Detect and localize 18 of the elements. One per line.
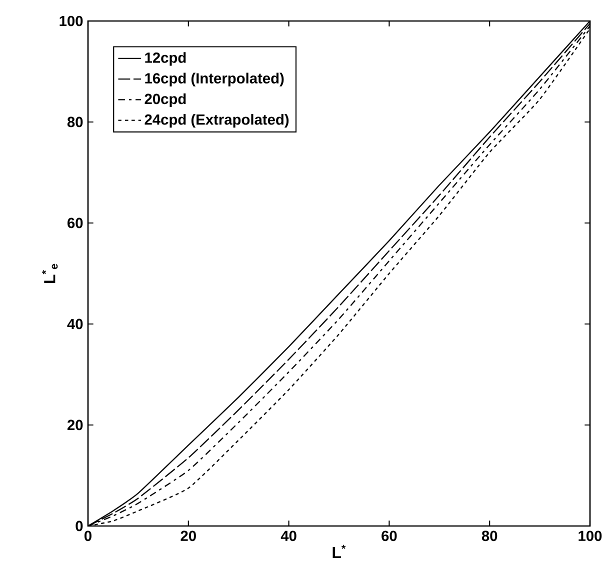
y-tick-label: 0 <box>76 520 83 532</box>
x-tick-label: 20 <box>180 530 196 542</box>
y-tick-label: 20 <box>67 420 83 430</box>
x-tick-label: 0 <box>84 530 92 542</box>
y-tick-label: 80 <box>67 116 83 128</box>
x-tick-label: 80 <box>482 530 498 542</box>
x-axis-title: L$^{*}$ <box>332 544 346 558</box>
y-tick-label: 100 <box>60 16 83 26</box>
x-tick-label: 60 <box>382 530 397 542</box>
x-tick-label: 40 <box>280 530 296 542</box>
legend-label: 12cpd <box>145 52 186 66</box>
legend-label: 20cpd <box>144 93 186 108</box>
y-axis-title: L$^{*}$e <box>42 264 58 284</box>
y-tick-label: 60 <box>68 218 83 228</box>
legend-label: 16cpd (Interpolated) <box>145 72 284 86</box>
x-tick-label: 100 <box>578 530 602 542</box>
legend-label: 24cpd (Extrapolated) <box>144 114 289 128</box>
y-tick-label: 40 <box>67 318 83 330</box>
